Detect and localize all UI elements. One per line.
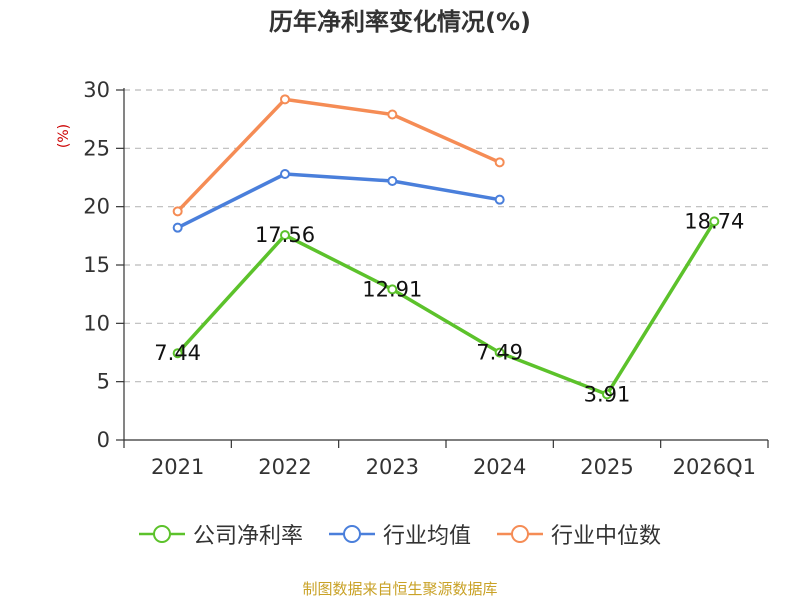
- data-label: 7.44: [154, 341, 201, 365]
- data-label: 18.74: [684, 209, 744, 233]
- legend-item-industry-mean[interactable]: 行业均值: [328, 518, 471, 550]
- data-point: [709, 216, 720, 227]
- data-label: 12.91: [362, 277, 422, 301]
- legend-label: 行业均值: [382, 524, 471, 549]
- x-tick-label: 2025: [580, 455, 633, 479]
- data-point: [387, 176, 398, 186]
- data-source-note: 制图数据来自恒生聚源数据库: [302, 580, 498, 598]
- data-point: [172, 222, 183, 233]
- grid-lines: [124, 89, 768, 383]
- series-line: [176, 220, 716, 397]
- data-point: [387, 284, 398, 295]
- legend-item-industry-median[interactable]: 行业中位数: [497, 518, 661, 550]
- x-tick-label: 2026Q1: [673, 455, 756, 479]
- series-line: [176, 97, 501, 213]
- x-tick-label: 2021: [151, 455, 204, 479]
- data-point: [280, 169, 290, 179]
- y-tick-label: 25: [83, 136, 110, 160]
- legend: 公司净利率 行业均值 行业中位数: [0, 518, 800, 550]
- data-point: [602, 389, 612, 400]
- chart-title: 历年净利率变化情况(%): [269, 8, 531, 36]
- data-point: [172, 348, 183, 359]
- data-label: 3.91: [584, 382, 631, 406]
- data-label: 7.49: [476, 341, 523, 365]
- data-label: 17.56: [255, 223, 315, 247]
- y-tick-label: 20: [83, 195, 110, 219]
- data-point: [387, 109, 398, 120]
- y-tick-label: 15: [83, 253, 110, 277]
- legend-marker-orange: [497, 525, 543, 543]
- legend-marker-blue: [328, 525, 375, 543]
- legend-label: 公司净利率: [192, 524, 303, 549]
- y-tick-label: 0: [97, 428, 110, 452]
- y-tick-label: 30: [83, 78, 110, 102]
- data-point: [494, 347, 505, 358]
- series-lines: [172, 94, 720, 400]
- legend-marker-green: [138, 525, 185, 543]
- data-point: [280, 94, 290, 105]
- x-tick-label: 2022: [258, 455, 311, 479]
- data-point: [494, 157, 505, 168]
- legend-label: 行业中位数: [551, 524, 662, 549]
- data-point: [172, 206, 183, 217]
- legend-item-company-net-margin[interactable]: 公司净利率: [138, 518, 303, 550]
- data-labels: 7.44 17.56 12.91 7.49 3.91 18.74: [154, 209, 744, 406]
- x-tick-label: 2023: [366, 455, 419, 479]
- data-point: [280, 230, 290, 241]
- series-line: [176, 172, 500, 230]
- y-tick-label: 5: [97, 370, 110, 394]
- y-tick-label: 10: [83, 311, 110, 335]
- data-point: [494, 194, 505, 205]
- x-tick-label: 2024: [473, 455, 526, 479]
